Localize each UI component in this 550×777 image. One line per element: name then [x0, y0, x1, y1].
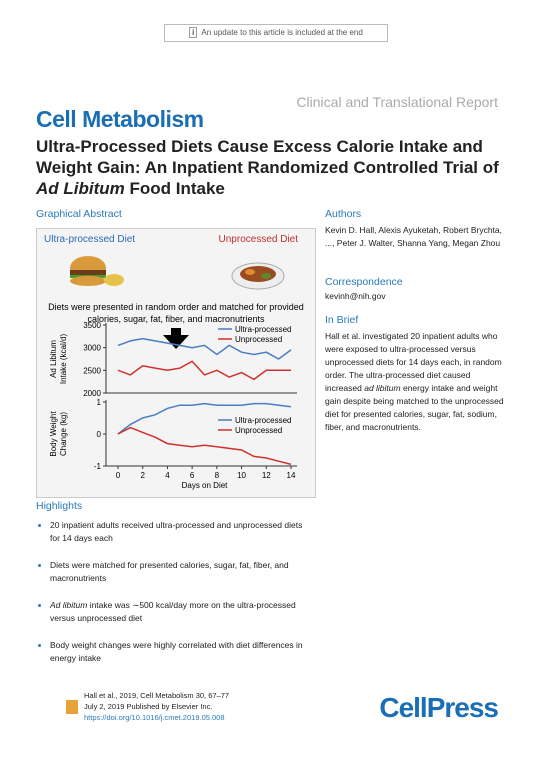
charts: 2000 2500 3000 3500 Ad Libitum Intake (kcal/d…	[49, 321, 297, 490]
y-tick-label: 0	[97, 430, 102, 439]
authors: Kevin D. Hall, Alexis Ayuketah, Robert B…	[325, 225, 503, 248]
x-tick-label: 2	[140, 471, 145, 480]
publisher: CellPress	[379, 692, 499, 723]
legend-label: Ultra-processed	[235, 325, 291, 334]
legend-label: Unprocessed	[235, 426, 282, 435]
section-heading: In Brief	[325, 314, 359, 326]
series-line	[117, 360, 291, 381]
arrow	[163, 328, 189, 349]
elsevier-logo	[66, 700, 78, 714]
highlight: Ad libitum intake was ∼500 kcal/day more…	[50, 599, 310, 625]
x-tick-label: 10	[237, 471, 246, 480]
x-tick-label: 0	[116, 471, 121, 480]
y-tick-label: 3000	[83, 344, 101, 353]
plate-icon	[231, 262, 285, 290]
journal: Cell Metabolism	[36, 106, 204, 132]
brief-part: energy intake and weight gain despite be…	[325, 383, 504, 432]
note-line: Diets were presented in random order and…	[48, 302, 304, 312]
x-tick-label: 6	[190, 471, 195, 480]
y-axis-label: Ad Libitum	[49, 340, 58, 378]
y-tick-label: 2000	[83, 389, 101, 398]
right-label: Unprocessed Diet	[219, 234, 299, 245]
section-heading: Graphical Abstract	[36, 208, 122, 220]
note-line: calories, sugar, fat, fiber, and macronu…	[87, 314, 265, 324]
section-heading: Authors	[325, 208, 362, 220]
email: kevinh@nih.gov	[325, 291, 386, 301]
highlight: Diets were matched for presented calorie…	[50, 559, 310, 585]
title-part: Ultra-Processed Diets Cause Excess Calor…	[36, 137, 499, 177]
x-tick-label: 14	[287, 471, 296, 480]
y-axis-label: Change (kg)	[59, 412, 68, 456]
highlight-text: intake was ∼500 kcal/day more on the ult…	[50, 599, 296, 623]
series-line	[117, 426, 292, 466]
legend-label: Unprocessed	[235, 335, 282, 344]
left-label: Ultra-processed Diet	[44, 234, 135, 245]
doi[interactable]: https://doi.org/10.1016/j.cmet.2019.05.0…	[84, 713, 225, 722]
y-axis-label: Intake (kcal/d)	[59, 334, 68, 385]
highlight-text: 20 inpatient adults received ultra-proce…	[50, 519, 303, 543]
y-tick-label: 2500	[83, 366, 101, 375]
banner-text: An update to this article is included at…	[201, 28, 363, 37]
section-heading: Highlights	[36, 500, 83, 512]
legend-label: Ultra-processed	[235, 416, 291, 425]
brief-part: ad libitum	[364, 383, 401, 393]
highlight-text: Body weight changes were highly correlat…	[50, 639, 303, 663]
highlight: Body weight changes were highly correlat…	[50, 639, 310, 665]
highlight: 20 inpatient adults received ultra-proce…	[50, 519, 310, 545]
x-axis-label: Days on Diet	[182, 481, 229, 490]
title-part: Ad Libitum	[36, 179, 125, 198]
abstract-note: calories, sugar, fat, fiber, and macronu…	[87, 314, 265, 324]
footer: Hall et al., 2019, Cell Metabolism 30, 6…	[84, 690, 229, 723]
graphical-abstract: Ultra-processed Diet Unprocessed Diet Di…	[36, 228, 316, 498]
y-tick-label: 3500	[83, 321, 101, 330]
series-line	[117, 402, 292, 435]
brief-part: Hall et al. investigated 20 inpatient ad…	[325, 331, 502, 393]
highlight-text: Ad libitum	[50, 599, 88, 610]
x-tick-label: 8	[215, 471, 220, 480]
title-part: Food Intake	[124, 179, 225, 198]
y-tick-label: -1	[94, 462, 102, 471]
report-type: Clinical and Translational Report	[296, 94, 498, 110]
burger-icon	[70, 256, 124, 286]
y-tick-label: 1	[97, 398, 102, 407]
x-tick-label: 12	[262, 471, 271, 480]
update-banner[interactable]: i An update to this article is included a…	[164, 24, 388, 42]
highlights: 20 inpatient adults received ultra-proce…	[36, 519, 310, 679]
highlight-text: Diets were matched for presented calorie…	[50, 559, 289, 583]
series-line	[117, 337, 292, 360]
y-axis-label: Body Weight	[49, 411, 58, 457]
title: Ultra-Processed Diets Cause Excess Calor…	[36, 136, 516, 199]
published: July 2, 2019 Published by Elsevier Inc.	[84, 702, 213, 711]
abstract-note: Diets were presented in random order and…	[48, 302, 304, 312]
in-brief: Hall et al. investigated 20 inpatient ad…	[325, 330, 507, 434]
citation: Hall et al., 2019, Cell Metabolism 30, 6…	[84, 691, 230, 700]
section-heading: Correspondence	[325, 276, 403, 288]
x-tick-label: 4	[165, 471, 170, 480]
